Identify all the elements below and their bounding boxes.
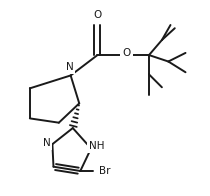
Text: NH: NH [89,141,104,151]
Text: O: O [93,10,102,20]
Text: N: N [43,138,51,148]
Text: O: O [122,48,131,58]
Text: Br: Br [98,166,110,176]
Text: N: N [66,62,74,72]
